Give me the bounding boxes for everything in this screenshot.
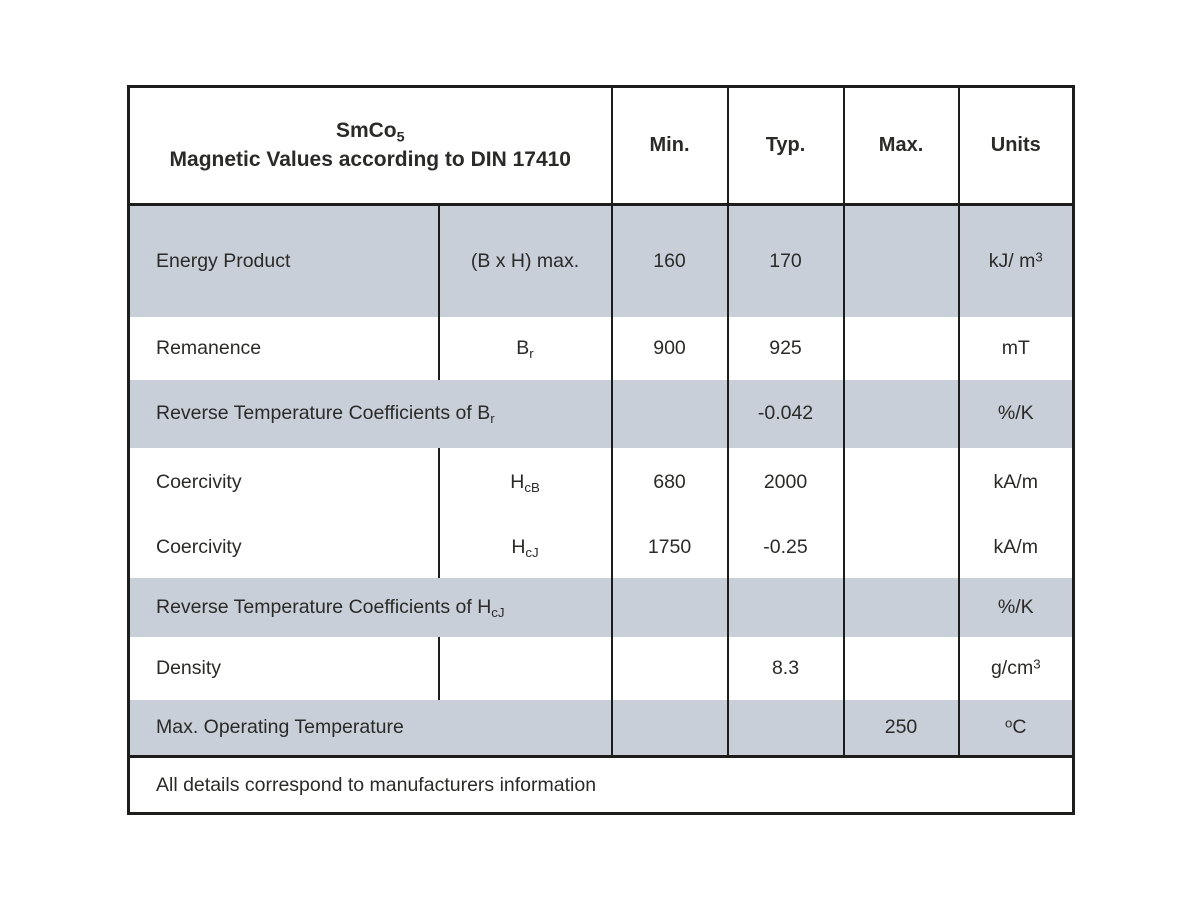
- symbol-subscript: cB: [524, 479, 540, 495]
- cell-max-value: [842, 447, 959, 517]
- cell-property-name: Coercivity: [156, 470, 242, 493]
- cell-units: mT: [957, 316, 1074, 380]
- symbol-text: H: [510, 470, 525, 493]
- cell-property-name: Energy Product: [128, 204, 439, 317]
- symbol-subscript: cJ: [525, 544, 539, 560]
- cell-max-value: [842, 316, 959, 380]
- unit-superscript: 3: [1033, 655, 1041, 671]
- property-symbol-subscript: r: [490, 411, 495, 427]
- cell-typ-value: -0.25: [726, 516, 844, 578]
- row-coercivity-hcb: Coercivity HcB 680 2000 kA/m: [129, 447, 1074, 517]
- symbol-text: B: [516, 336, 530, 359]
- cell-min-value: [610, 577, 728, 637]
- cell-symbol: Br: [437, 316, 612, 380]
- symbol-text: H: [511, 535, 526, 558]
- cell-units: %/K: [957, 577, 1074, 637]
- smco5-magnetic-values-table: SmCo5 Magnetic Values according to DIN 1…: [127, 85, 1076, 815]
- cell-property-name: Density: [156, 656, 222, 679]
- cell-min-value: [610, 379, 728, 448]
- degree-superscript: o: [1005, 715, 1013, 731]
- column-header-max: Max.: [842, 86, 959, 206]
- cell-max-value: [842, 516, 959, 578]
- property-text: Reverse Temperature Coefficients of: [156, 595, 478, 618]
- property-symbol: B: [477, 402, 491, 424]
- cell-typ-value: 8.3: [726, 636, 844, 700]
- table-title-cell: SmCo5 Magnetic Values according to DIN 1…: [128, 86, 612, 206]
- cell-min-value: [610, 636, 728, 700]
- cell-min-value: 160: [610, 204, 728, 317]
- cell-property-name: Max. Operating Temperature: [128, 699, 612, 757]
- cell-property-name: Coercivity: [156, 535, 242, 558]
- cell-max-value: [842, 577, 959, 637]
- cell-units: g/cm3: [957, 636, 1074, 700]
- row-density: Density 8.3 g/cm3: [129, 636, 1074, 700]
- cell-property-name: Reverse Temperature Coefficients of Br: [128, 379, 612, 448]
- row-energy-product: Energy Product (B x H) max. 160 170 kJ/ …: [128, 204, 1074, 317]
- column-header-min: Min.: [610, 86, 728, 206]
- cell-typ-value: 170: [726, 204, 844, 317]
- cell-units: kJ/ m3: [957, 204, 1074, 317]
- property-symbol-subscript: cJ: [491, 604, 505, 620]
- column-header-units: Units: [957, 86, 1074, 206]
- material-name: SmCo5: [130, 117, 611, 145]
- cell-min-value: [610, 699, 728, 757]
- property-symbol: H: [477, 595, 492, 618]
- unit-text: C: [1012, 715, 1027, 738]
- cell-units: kA/m: [957, 447, 1074, 517]
- cell-property-name: Remanence: [156, 336, 262, 359]
- unit-text: kJ/ m: [988, 249, 1036, 272]
- row-remanence: Remanence Br 900 925 mT: [129, 316, 1074, 380]
- cell-min-value: 900: [610, 316, 728, 380]
- cell-units: oC: [957, 699, 1074, 757]
- cell-min-value: 680: [610, 447, 728, 517]
- row-reverse-temp-coeff-hcj: Reverse Temperature Coefficients of HcJ …: [128, 577, 1074, 637]
- cell-symbol: HcB: [437, 447, 612, 517]
- material-name-subscript: 5: [396, 129, 405, 146]
- row-footer-note: All details correspond to manufacturers …: [128, 755, 1074, 814]
- cell-typ-value: 925: [726, 316, 844, 380]
- cell-typ-value: [726, 577, 844, 637]
- cell-max-value: [842, 204, 959, 317]
- unit-superscript: 3: [1035, 249, 1043, 265]
- row-coercivity-hcj: Coercivity HcJ 1750 -0.25 kA/m: [129, 516, 1074, 578]
- material-name-text: SmCo: [335, 119, 397, 143]
- row-max-operating-temperature: Max. Operating Temperature 250 oC: [128, 699, 1074, 757]
- cell-symbol: (B x H) max.: [437, 204, 612, 317]
- symbol-subscript: r: [529, 345, 534, 361]
- cell-symbol: [437, 636, 612, 700]
- cell-max-value: [842, 636, 959, 700]
- footer-note-text: All details correspond to manufacturers …: [128, 755, 1074, 814]
- cell-max-value: 250: [842, 699, 959, 757]
- cell-typ-value: 2000: [726, 447, 844, 517]
- cell-symbol: HcJ: [437, 516, 612, 578]
- cell-typ-value: -0.042: [726, 379, 844, 448]
- cell-typ-value: [726, 699, 844, 757]
- cell-min-value: 1750: [610, 516, 728, 578]
- column-header-typ: Typ.: [726, 86, 844, 206]
- cell-property-name: Reverse Temperature Coefficients of HcJ: [128, 577, 612, 637]
- unit-text: g/cm: [990, 656, 1034, 679]
- table-header-row: SmCo5 Magnetic Values according to DIN 1…: [128, 86, 1074, 206]
- cell-units: kA/m: [957, 516, 1074, 578]
- row-reverse-temp-coeff-br: Reverse Temperature Coefficients of Br -…: [128, 379, 1074, 448]
- cell-units: %/K: [957, 379, 1074, 448]
- property-text: Reverse Temperature Coefficients of: [156, 402, 478, 424]
- cell-max-value: [842, 379, 959, 448]
- table-subtitle: Magnetic Values according to DIN 17410: [169, 147, 571, 171]
